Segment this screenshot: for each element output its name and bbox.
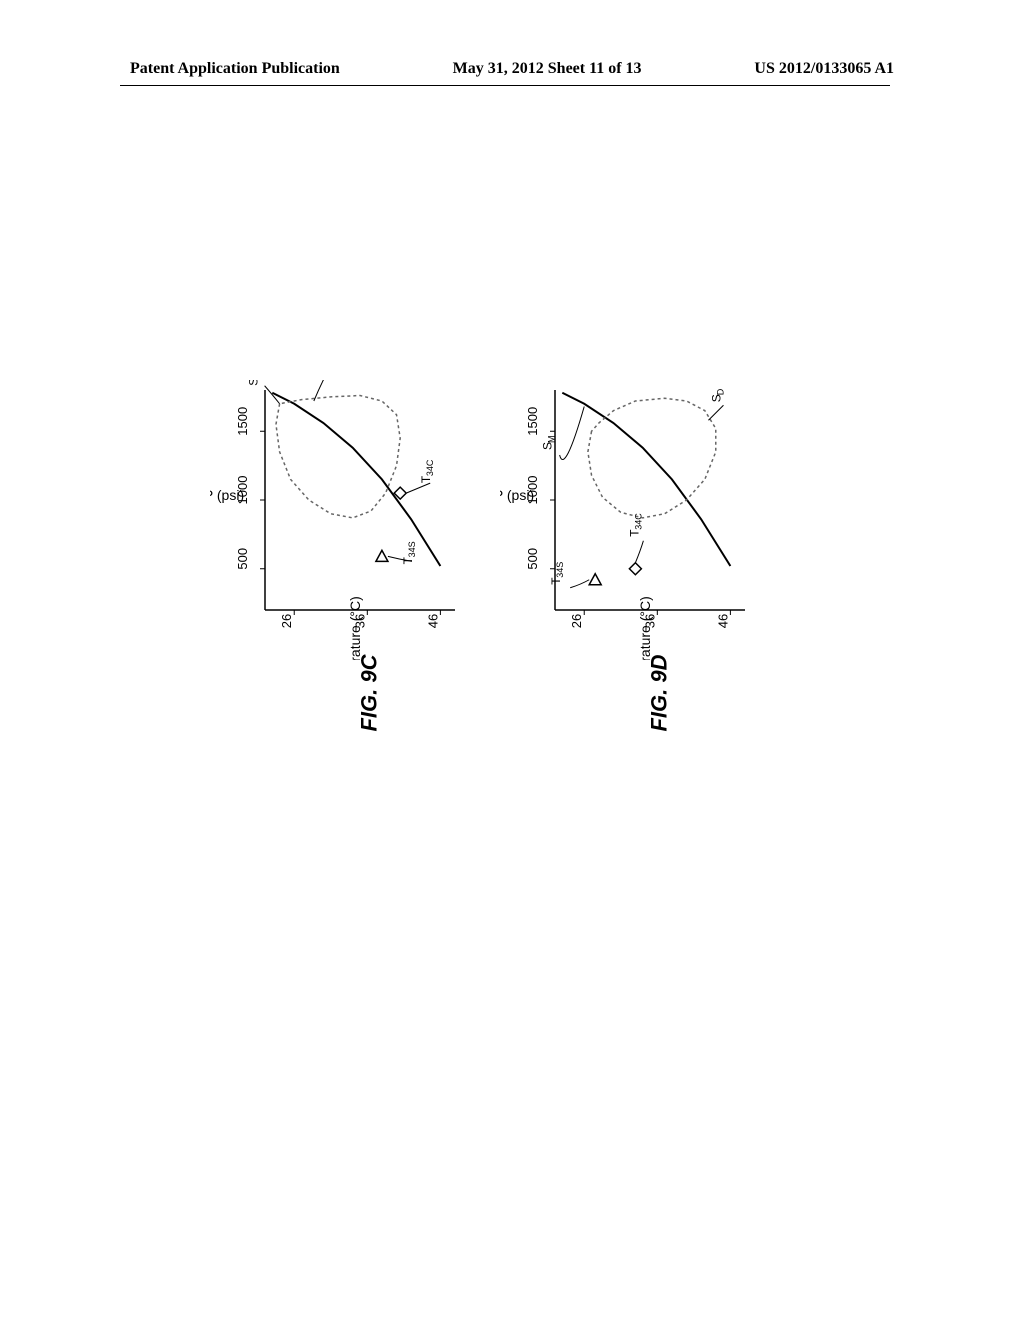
- svg-text:500: 500: [525, 548, 540, 570]
- svg-text:Temperature (°C): Temperature (°C): [637, 596, 653, 660]
- svg-text:M: M: [547, 436, 557, 444]
- svg-text:500: 500: [235, 548, 250, 570]
- svg-text:46: 46: [715, 614, 730, 628]
- header-divider: [120, 85, 890, 86]
- svg-text:1500: 1500: [235, 407, 250, 436]
- svg-text:46: 46: [425, 614, 440, 628]
- svg-text:S: S: [247, 380, 261, 386]
- svg-text:34C: 34C: [633, 513, 643, 530]
- svg-text:1500: 1500: [525, 407, 540, 436]
- fig-9d-label: FIG. 9D: [647, 654, 673, 731]
- svg-text:P (psi): P (psi): [210, 487, 244, 503]
- chart-9c: 26364650010001500Temperature (°C)P (psi)…: [210, 380, 470, 660]
- svg-text:26: 26: [569, 614, 584, 628]
- figure-9c-group: 26364650010001500Temperature (°C)P (psi)…: [210, 380, 470, 706]
- header-date-sheet: May 31, 2012 Sheet 11 of 13: [453, 60, 642, 78]
- svg-text:D: D: [715, 388, 725, 395]
- fig-9c-label: FIG. 9C: [357, 654, 383, 731]
- svg-text:P (psi): P (psi): [500, 487, 534, 503]
- header-publication: Patent Application Publication: [130, 60, 340, 78]
- figure-9d-group: 26364650010001500Temperature (°C)P (psi)…: [500, 380, 760, 706]
- chart-9d: 26364650010001500Temperature (°C)P (psi)…: [500, 380, 760, 660]
- svg-text:34C: 34C: [425, 459, 435, 476]
- figures-container: 26364650010001500Temperature (°C)P (psi)…: [210, 380, 760, 706]
- header-patent-number: US 2012/0133065 A1: [754, 60, 894, 78]
- patent-header: Patent Application Publication May 31, 2…: [0, 60, 1024, 78]
- svg-text:Temperature (°C): Temperature (°C): [347, 596, 363, 660]
- svg-text:34S: 34S: [555, 562, 565, 578]
- svg-text:34S: 34S: [407, 541, 417, 557]
- svg-text:26: 26: [279, 614, 294, 628]
